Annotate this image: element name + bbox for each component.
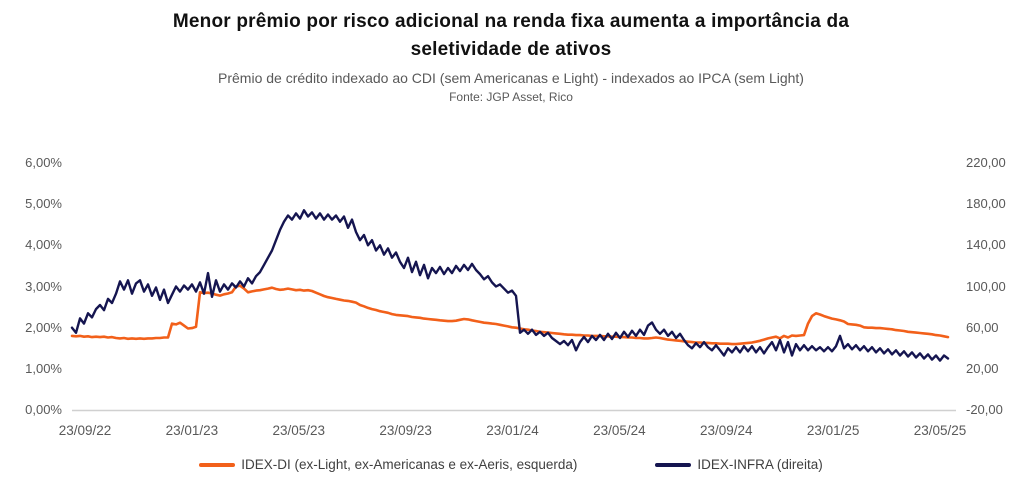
idex-infra-line [70, 209, 950, 362]
x-axis-tick: 23/05/23 [272, 423, 326, 438]
left-axis-tick: 3,00% [25, 278, 62, 294]
idex-infra-line-swatch [655, 462, 692, 467]
left-axis-tick: 5,00% [25, 196, 62, 212]
left-axis-tick: 1,00% [25, 360, 62, 376]
x-axis-tick: 23/05/24 [593, 423, 646, 438]
left-axis-tick: 0,00% [25, 402, 62, 417]
right-axis-tick: 20,00 [966, 360, 999, 376]
x-axis-tick: 23/01/23 [165, 423, 219, 438]
chart-title-line-1: Menor prêmio por risco adicional na rend… [172, 11, 850, 32]
x-axis-tick: 23/09/24 [699, 423, 753, 438]
legend-item-idex-infra: IDEX-INFRA (direita) [655, 457, 823, 472]
chart-source: Fonte: JGP Asset, Rico [449, 90, 573, 104]
x-axis-tick: 23/09/22 [58, 423, 112, 438]
left-axis-tick: 6,00% [25, 155, 62, 170]
chart-title-line-2: seletividade de ativos [410, 39, 612, 60]
right-axis-tick: 140,00 [966, 237, 1006, 253]
left-axis-tick: 2,00% [25, 319, 62, 335]
left-axis-tick: 4,00% [25, 237, 62, 253]
x-axis-tick: 23/05/25 [913, 423, 967, 438]
idex-di-legend-label: IDEX-DI (ex-Light, ex-Americanas e ex-Ae… [241, 457, 578, 472]
x-axis-tick: 23/09/23 [379, 423, 432, 438]
chart-subtitle: Prêmio de crédito indexado ao CDI (sem A… [218, 70, 804, 86]
idex-di-line-swatch [199, 462, 236, 467]
right-axis-tick: 100,00 [966, 278, 1006, 294]
x-axis-tick: 23/01/25 [806, 423, 860, 438]
right-axis-tick: 180,00 [966, 196, 1006, 212]
legend-item-idex-di: IDEX-DI (ex-Light, ex-Americanas e ex-Ae… [199, 457, 577, 472]
right-axis-tick: -20,00 [966, 402, 1003, 417]
right-axis-tick: 60,00 [966, 319, 999, 335]
right-axis-tick: 220,00 [966, 155, 1006, 170]
idex-infra-legend-label: IDEX-INFRA (direita) [697, 457, 823, 472]
chart-header: Menor prêmio por risco adicional na rend… [0, 8, 1022, 105]
chart-legend: IDEX-DI (ex-Light, ex-Americanas e ex-Ae… [0, 457, 1022, 472]
x-axis-tick: 23/01/24 [486, 423, 539, 438]
idex-di-line [70, 284, 950, 346]
